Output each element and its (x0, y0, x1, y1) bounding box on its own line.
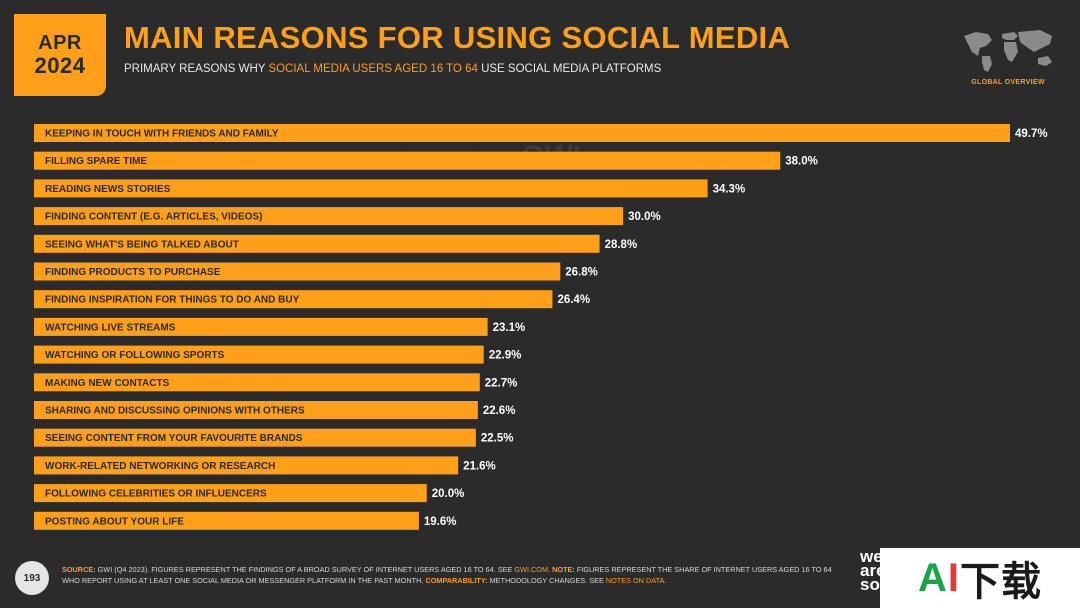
bar-11 (34, 401, 478, 419)
bar-value-label-8: 23.1% (493, 322, 526, 334)
bar-value-label-2: 38.0% (785, 156, 818, 168)
comparability-end: . (664, 576, 667, 585)
bar-category-label-4: FINDING CONTENT (E.G. ARTICLES, VIDEOS) (45, 212, 262, 223)
bar-4 (34, 207, 624, 226)
bar-1 (34, 124, 1010, 142)
bar-category-label-5: SEEING WHAT'S BEING TALKED ABOUT (45, 239, 239, 250)
bar-value-label-6: 26.8% (565, 267, 598, 279)
comparability-label: COMPARABILITY: (425, 576, 488, 585)
notes-on-data-link[interactable]: NOTES ON DATA (605, 576, 665, 585)
note-text: FIGURES REPRESENT THE SHARE OF INTERNET … (62, 565, 832, 585)
bar-value-label-14: 20.0% (432, 488, 465, 500)
bar-3 (34, 179, 708, 198)
world-map-icon (964, 30, 1052, 72)
bar-category-label-6: FINDING PRODUCTS TO PURCHASE (45, 267, 221, 278)
bar-12 (34, 428, 476, 447)
bar-value-label-12: 22.5% (481, 433, 514, 445)
bar-category-label-12: SEEING CONTENT FROM YOUR FAVOURITE BRAND… (45, 433, 303, 444)
source-link[interactable]: GWI.COM (514, 565, 549, 574)
bar-value-label-9: 22.9% (489, 350, 522, 362)
bar-value-label-5: 28.8% (605, 239, 638, 251)
note-label: NOTE: (552, 565, 575, 574)
bar-value-label-13: 21.6% (463, 460, 496, 472)
source-label: SOURCE: (62, 565, 96, 574)
bar-6 (34, 262, 561, 281)
bar-category-label-8: WATCHING LIVE STREAMS (45, 322, 176, 333)
bar-2 (34, 151, 781, 170)
page-number: 193 (15, 561, 49, 595)
subtitle-highlight: SOCIAL MEDIA USERS AGED 16 TO 64 (268, 63, 478, 75)
bar-5 (34, 234, 600, 253)
subtitle-post: USE SOCIAL MEDIA PLATFORMS (477, 63, 662, 75)
bar-value-label-7: 26.4% (557, 294, 590, 306)
bar-category-label-7: FINDING INSPIRATION FOR THINGS TO DO AND… (45, 295, 300, 306)
bar-13 (34, 456, 459, 475)
ai-badge-text: 下载 (960, 560, 1042, 604)
subtitle-pre: PRIMARY REASONS WHY (124, 63, 269, 75)
ai-badge-a: A (917, 555, 948, 600)
bar-value-label-11: 22.6% (483, 405, 516, 417)
bar-value-label-4: 30.0% (628, 211, 661, 223)
bar-category-label-13: WORK-RELATED NETWORKING OR RESEARCH (45, 461, 275, 472)
bar-8 (34, 317, 488, 336)
bar-value-label-1: 49.7% (1015, 128, 1048, 140)
bar-14 (34, 484, 427, 503)
we-are-social-logo: we are social (860, 550, 884, 592)
bar-category-label-11: SHARING AND DISCUSSING OPINIONS WITH OTH… (45, 406, 305, 417)
source-period: . (548, 565, 553, 574)
bar-15 (34, 511, 419, 530)
bar-category-label-14: FOLLOWING CELEBRITIES OR INFLUENCERS (45, 489, 267, 500)
bar-10 (34, 373, 480, 392)
bar-7 (34, 290, 553, 309)
page-subtitle: PRIMARY REASONS WHY SOCIAL MEDIA USERS A… (124, 63, 661, 75)
bar-value-label-15: 19.6% (424, 516, 457, 528)
date-year: 2024 (34, 52, 86, 78)
bar-9 (34, 345, 484, 364)
bar-value-label-10: 22.7% (485, 377, 518, 389)
bar-category-label-9: WATCHING OR FOLLOWING SPORTS (45, 350, 225, 361)
bar-category-label-10: MAKING NEW CONTACTS (45, 378, 170, 389)
source-text: GWI (Q4 2023). FIGURES REPRESENT THE FIN… (95, 565, 515, 574)
page-title: MAIN REASONS FOR USING SOCIAL MEDIA (124, 20, 791, 55)
bar-category-label-2: FILLING SPARE TIME (45, 156, 147, 167)
ai-badge-i: I (947, 555, 960, 600)
footer-notes: SOURCE: GWI (Q4 2023). FIGURES REPRESENT… (62, 564, 842, 586)
date-badge: APR 2024 (14, 14, 106, 96)
ai-download-badge: A I 下载 (880, 548, 1080, 608)
date-month: APR (38, 31, 82, 54)
bar-category-label-1: KEEPING IN TOUCH WITH FRIENDS AND FAMILY (45, 129, 279, 140)
region-label: GLOBAL OVERVIEW (971, 79, 1045, 86)
bar-category-label-3: READING NEWS STORIES (45, 184, 171, 195)
bar-value-label-3: 34.3% (713, 183, 746, 195)
bar-category-label-15: POSTING ABOUT YOUR LIFE (45, 516, 184, 527)
comparability-text: METHODOLOGY CHANGES. SEE (487, 576, 606, 585)
